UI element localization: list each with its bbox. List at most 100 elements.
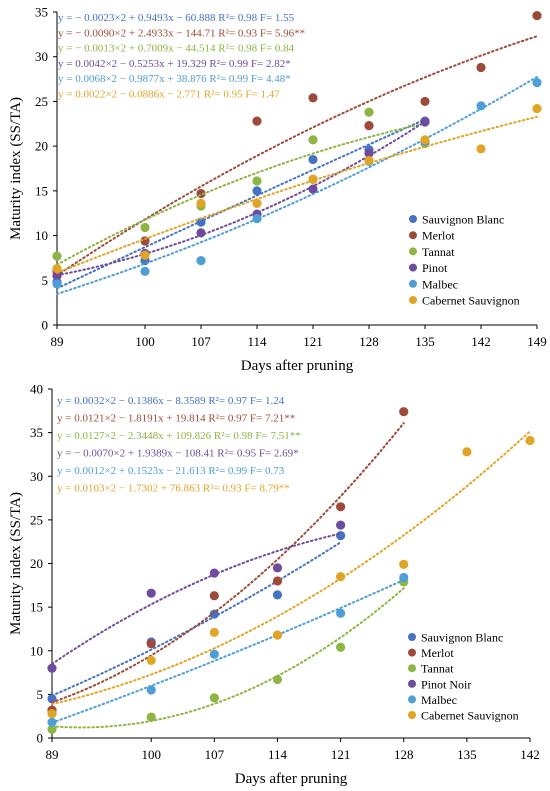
data-point xyxy=(196,217,206,227)
data-point xyxy=(209,649,219,659)
legend-marker xyxy=(409,231,417,240)
data-point xyxy=(336,502,346,512)
x-tick-label: 100 xyxy=(135,334,155,349)
series-malbec xyxy=(47,572,409,727)
trend-equation: y = 0.0127×2 − 2.3448x + 109.826 R²= 0.9… xyxy=(57,430,301,442)
y-tick-label: 30 xyxy=(30,469,43,484)
legend-label: Pinot xyxy=(422,261,448,275)
x-axis-title: Days after pruning xyxy=(235,771,348,787)
legend-marker xyxy=(409,215,417,223)
y-tick-label: 35 xyxy=(35,5,48,20)
data-point xyxy=(532,10,542,21)
data-point xyxy=(146,655,156,665)
data-point xyxy=(308,154,318,165)
series-tannat xyxy=(47,577,409,734)
data-point xyxy=(47,724,57,734)
series-pinot xyxy=(52,117,430,281)
data-point xyxy=(252,198,262,208)
legend-marker xyxy=(408,711,416,719)
series-sauvignon-blanc xyxy=(52,116,430,290)
data-point xyxy=(47,708,57,719)
data-point xyxy=(336,520,346,530)
x-tick-label: 142 xyxy=(520,747,540,762)
x-tick-label: 121 xyxy=(303,334,323,349)
data-point xyxy=(532,103,542,114)
trendline xyxy=(56,120,426,277)
data-point xyxy=(209,627,219,638)
series-cabernet-sauvignon xyxy=(47,430,535,719)
legend-label: Cabernet Sauvignon xyxy=(421,709,519,723)
data-point xyxy=(52,279,62,289)
data-point xyxy=(196,256,206,266)
trendline xyxy=(51,579,405,724)
x-tick-label: 135 xyxy=(415,334,435,349)
y-tick-label: 15 xyxy=(35,183,48,198)
legend-marker xyxy=(409,279,417,288)
data-point xyxy=(140,266,150,276)
data-point xyxy=(272,576,283,586)
legend-label: Merlot xyxy=(422,229,455,243)
trendline xyxy=(51,422,405,704)
series-malbec xyxy=(52,76,542,295)
trend-equation: y = 0.0032×2 − 0.1386x − 8.3589 R²= 0.97… xyxy=(57,395,285,407)
data-point xyxy=(146,588,156,598)
legend-label: Malbec xyxy=(422,277,458,291)
series-sauvignon-blanc xyxy=(47,530,346,704)
legend-label: Tannat xyxy=(422,245,455,259)
data-point xyxy=(336,642,346,652)
data-point xyxy=(196,198,206,208)
data-point xyxy=(399,407,409,417)
legend-marker xyxy=(409,296,417,304)
data-point xyxy=(308,93,318,103)
trend-equation: y = 0.0103×2 − 1.7302 + 76.863 R²= 0.93 … xyxy=(57,483,290,495)
data-point xyxy=(140,250,150,260)
data-point xyxy=(420,117,430,127)
x-tick-label: 107 xyxy=(205,747,225,762)
x-tick-label: 107 xyxy=(191,334,211,349)
data-point xyxy=(47,663,57,673)
trend-equation: y = − 0.0070×2 + 1.9389x − 108.41 R²= 0.… xyxy=(57,448,299,460)
trendline xyxy=(56,118,426,290)
trend-equation: y = 0.0068×2 − 0.9877x + 38.876 R²= 0.99… xyxy=(58,73,291,85)
series-cabernet-sauvignon xyxy=(52,103,542,274)
data-point xyxy=(532,78,542,88)
legend-marker xyxy=(408,695,416,704)
y-tick-label: 35 xyxy=(30,425,43,440)
data-point xyxy=(476,62,486,73)
data-point xyxy=(146,639,156,649)
legend-marker xyxy=(408,679,416,688)
trendline xyxy=(56,122,426,266)
trendline xyxy=(51,532,342,665)
legend-marker xyxy=(409,247,417,256)
data-point xyxy=(140,222,150,233)
y-tick-label: 40 xyxy=(30,382,43,397)
legend-label: Merlot xyxy=(421,646,454,660)
data-point xyxy=(364,148,374,158)
data-point xyxy=(525,435,535,446)
data-point xyxy=(252,186,262,196)
legend-label: Malbec xyxy=(421,693,457,707)
data-point xyxy=(420,135,430,145)
chart-1: 0 5 10 15 20 25 30 35 89 100 107 114 121 128 135 142 149… xyxy=(8,5,547,375)
data-point xyxy=(252,116,262,126)
trendline xyxy=(51,587,405,729)
data-point xyxy=(308,174,318,184)
y-tick-label: 30 xyxy=(35,49,48,64)
x-tick-label: 114 xyxy=(268,747,288,762)
data-point xyxy=(272,630,283,640)
legend-label: Cabernet Sauvignon xyxy=(422,294,520,308)
data-point xyxy=(47,694,57,704)
data-point xyxy=(252,176,262,186)
data-point xyxy=(209,568,219,578)
legend-label: Tannat xyxy=(421,662,454,676)
x-tick-label: 142 xyxy=(471,334,491,349)
data-point xyxy=(209,693,219,703)
data-point xyxy=(336,608,346,618)
trend-equation: y = 0.0012×2 + 0.1523x − 21.613 R²= 0.99… xyxy=(57,465,285,477)
x-tick-label: 114 xyxy=(247,334,267,349)
y-axis-title: Maturity index (SS/TA) xyxy=(8,492,24,635)
trendline xyxy=(56,115,538,274)
x-tick-label: 149 xyxy=(527,334,547,349)
trend-equation: y = − 0.0090×2 + 2.4933x − 144.71 R²= 0.… xyxy=(58,27,305,39)
x-tick-label: 100 xyxy=(141,747,161,762)
